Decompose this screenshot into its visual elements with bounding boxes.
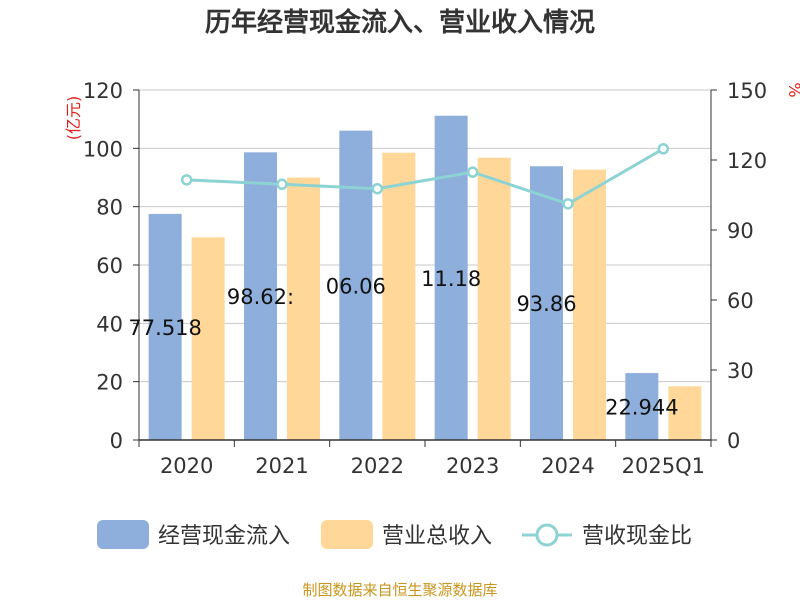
bar-group (148, 115, 702, 441)
bar-cash-inflow (148, 213, 182, 440)
y-right-tick-label: 60 (727, 289, 754, 313)
x-tick-label: 2023 (446, 454, 499, 478)
legend-swatch-cash-inflow (97, 520, 149, 549)
data-label-cash-inflow: 98.62: (227, 285, 294, 309)
bar-cash-inflow (530, 166, 563, 440)
source-note: 制图数据来自恒生聚源数据库 (302, 581, 497, 599)
bar-revenue (382, 152, 416, 441)
y-left-tick-label: 80 (96, 196, 123, 220)
legend-label-cash-inflow: 经营现金流入 (158, 524, 290, 549)
y-right-tick-label: 90 (727, 219, 754, 243)
data-label-cash-inflow: 93.86 (516, 292, 576, 316)
y-right-tick-label: 30 (727, 359, 754, 383)
ratio-point (466, 166, 479, 178)
data-label-cash-inflow: 11.18 (421, 267, 481, 291)
data-label-cash-inflow: 22.944 (605, 396, 678, 420)
x-tick-label: 2021 (255, 454, 308, 478)
legend: 经营现金流入 营业总收入 营收现金比 (97, 520, 692, 549)
ratio-point (371, 182, 384, 195)
y-left-tick-label: 20 (96, 371, 123, 395)
bar-revenue (477, 157, 511, 440)
y-right-unit-label: % (785, 82, 800, 97)
ratio-point (180, 174, 193, 186)
bar-revenue (668, 386, 702, 440)
y-left-tick-label: 60 (96, 254, 123, 278)
chart-title: 历年经营现金流入、营业收入情况 (205, 7, 595, 38)
bar-revenue (191, 237, 225, 440)
bar-cash-inflow (434, 115, 468, 440)
data-label-cash-inflow: 06.06 (326, 274, 386, 298)
ratio-point (657, 143, 670, 155)
ratio-point (276, 178, 288, 191)
legend-label-ratio: 营收现金比 (582, 524, 692, 549)
x-tick-label: 2024 (541, 454, 594, 478)
y-left-tick-label: 40 (96, 312, 123, 336)
gridlines (139, 89, 711, 383)
ratio-point (562, 198, 574, 210)
bar-cash-inflow (339, 130, 373, 441)
ratio-line-group (180, 143, 670, 210)
x-tick-label: 2025Q1 (622, 454, 705, 478)
ratio-line (186, 147, 665, 206)
y-right-tick-label: 150 (727, 79, 767, 103)
legend-label-revenue: 营业总收入 (382, 524, 492, 549)
bar-revenue (287, 177, 320, 440)
axes: 0 20 40 60 80 100 120 0 30 60 90 120 150 2020 2021 2022… (83, 79, 767, 478)
data-labels: 77.518 98.62: 06.06 11.18 93.86 22.944 (128, 267, 678, 420)
bar-cash-inflow (625, 373, 659, 440)
y-left-unit-label: (亿元) (64, 96, 83, 141)
data-label-cash-inflow: 77.518 (128, 316, 201, 340)
y-right-tick-label: 0 (727, 429, 740, 453)
y-left-tick-label: 0 (110, 429, 123, 453)
y-left-tick-label: 120 (83, 79, 123, 103)
x-tick-label: 2020 (160, 454, 213, 478)
bar-revenue (573, 169, 606, 440)
bar-cash-inflow (244, 152, 277, 440)
legend-marker-ratio (535, 523, 559, 547)
y-right-tick-label: 120 (727, 149, 767, 173)
y-left-tick-label: 100 (83, 137, 123, 161)
x-tick-label: 2022 (351, 454, 404, 478)
legend-swatch-revenue (321, 520, 373, 549)
